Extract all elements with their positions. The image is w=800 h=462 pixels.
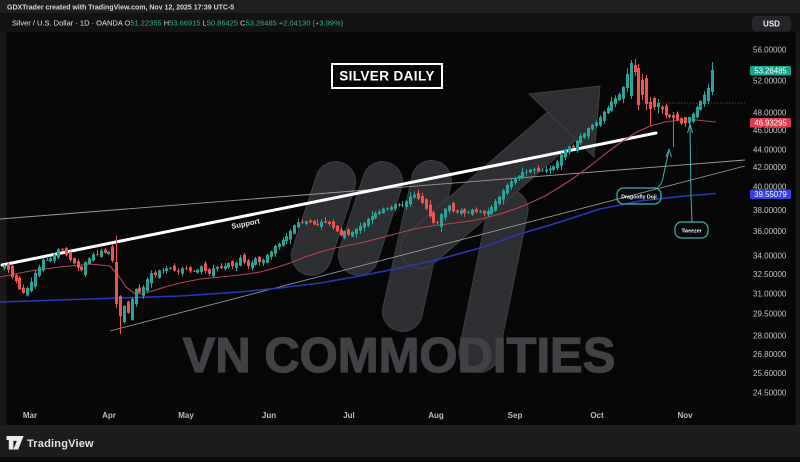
svg-text:31.00000: 31.00000 (753, 290, 787, 299)
svg-text:48.00000: 48.00000 (753, 109, 787, 118)
svg-text:Dragonfly Doji: Dragonfly Doji (621, 195, 657, 201)
svg-text:GDXTrader created with Trading: GDXTrader created with TradingView.com, … (7, 5, 234, 12)
svg-text:Oct: Oct (590, 411, 604, 420)
svg-text:Sep: Sep (508, 411, 523, 420)
svg-text:May: May (178, 411, 194, 420)
svg-text:Tweezer: Tweezer (681, 229, 701, 235)
svg-text:Aug: Aug (428, 411, 444, 420)
svg-text:Silver / U.S. Dollar · 1D · OA: Silver / U.S. Dollar · 1D · OANDA O51.22… (12, 19, 344, 28)
svg-text:Mar: Mar (23, 411, 37, 420)
svg-text:Apr: Apr (102, 411, 116, 420)
svg-text:Nov: Nov (677, 411, 693, 420)
svg-text:42.00000: 42.00000 (753, 163, 787, 172)
svg-text:52.00000: 52.00000 (753, 77, 787, 86)
svg-text:USD: USD (763, 20, 780, 29)
svg-text:26.80000: 26.80000 (753, 350, 787, 359)
svg-text:34.00000: 34.00000 (753, 252, 787, 261)
svg-text:SILVER DAILY: SILVER DAILY (339, 69, 435, 84)
svg-text:28.00000: 28.00000 (753, 332, 787, 341)
svg-text:Jun: Jun (262, 411, 276, 420)
svg-text:39.55079: 39.55079 (754, 190, 787, 199)
svg-text:24.50000: 24.50000 (753, 389, 787, 398)
svg-text:Jul: Jul (343, 411, 355, 420)
svg-text:36.00000: 36.00000 (753, 227, 787, 236)
svg-text:44.00000: 44.00000 (753, 146, 787, 155)
svg-text:29.50000: 29.50000 (753, 310, 787, 319)
svg-text:25.60000: 25.60000 (753, 369, 787, 378)
svg-text:VN COMMODITIES: VN COMMODITIES (183, 329, 616, 383)
svg-text:TradingView: TradingView (27, 438, 94, 450)
svg-text:32.50000: 32.50000 (753, 270, 787, 279)
svg-text:46.93295: 46.93295 (754, 119, 787, 128)
svg-text:56.00000: 56.00000 (753, 46, 787, 55)
svg-text:38.00000: 38.00000 (753, 206, 787, 215)
svg-text:53.26485: 53.26485 (754, 67, 787, 76)
